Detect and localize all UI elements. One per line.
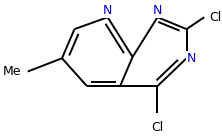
Text: Cl: Cl (151, 120, 164, 134)
Text: N: N (153, 4, 162, 17)
Text: N: N (186, 52, 196, 65)
Text: N: N (103, 4, 112, 17)
Text: Me: Me (3, 65, 22, 78)
Text: Cl: Cl (209, 11, 222, 24)
